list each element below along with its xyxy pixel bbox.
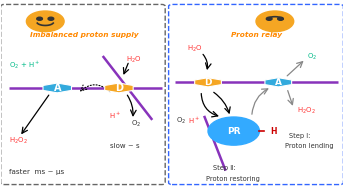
- Text: Step Ⅰ:: Step Ⅰ:: [289, 133, 310, 139]
- FancyBboxPatch shape: [1, 5, 165, 184]
- Circle shape: [266, 17, 272, 20]
- Text: Imbalanced proton supply: Imbalanced proton supply: [31, 31, 139, 38]
- Text: H$_2$O: H$_2$O: [126, 55, 142, 65]
- Text: Proton lending: Proton lending: [285, 143, 334, 149]
- Text: D: D: [204, 78, 212, 87]
- Text: H: H: [270, 127, 277, 136]
- Text: H$_2$O: H$_2$O: [187, 43, 203, 54]
- Circle shape: [256, 11, 294, 32]
- Polygon shape: [43, 83, 71, 93]
- Text: A: A: [53, 83, 61, 93]
- Text: O$_2$ + H$^+$: O$_2$ + H$^+$: [9, 60, 40, 71]
- FancyBboxPatch shape: [169, 5, 344, 184]
- Text: O$_2$: O$_2$: [131, 119, 141, 129]
- Text: O$_2$: O$_2$: [307, 52, 318, 62]
- Text: A: A: [275, 78, 282, 87]
- Text: O$_2$: O$_2$: [176, 116, 186, 126]
- Circle shape: [37, 17, 42, 20]
- Circle shape: [48, 17, 54, 20]
- Text: H$_2$O$_2$: H$_2$O$_2$: [9, 135, 28, 146]
- Text: Proton relay: Proton relay: [230, 31, 281, 38]
- Text: D: D: [115, 83, 123, 93]
- Polygon shape: [265, 78, 291, 87]
- Text: slow ~ s: slow ~ s: [110, 143, 140, 149]
- Circle shape: [264, 126, 283, 136]
- Text: Step Ⅱ:: Step Ⅱ:: [213, 165, 236, 171]
- Text: PR: PR: [227, 127, 240, 136]
- Text: H$_2$O$_2$: H$_2$O$_2$: [297, 105, 316, 115]
- Circle shape: [278, 17, 283, 20]
- Text: faster  ms ~ μs: faster ms ~ μs: [9, 169, 65, 175]
- Circle shape: [208, 117, 260, 145]
- Polygon shape: [105, 83, 133, 93]
- Text: Proton restoring: Proton restoring: [206, 176, 260, 182]
- Circle shape: [26, 11, 64, 32]
- Polygon shape: [195, 78, 221, 87]
- Text: H$^+$: H$^+$: [109, 111, 121, 121]
- Text: H$^+$: H$^+$: [188, 116, 201, 126]
